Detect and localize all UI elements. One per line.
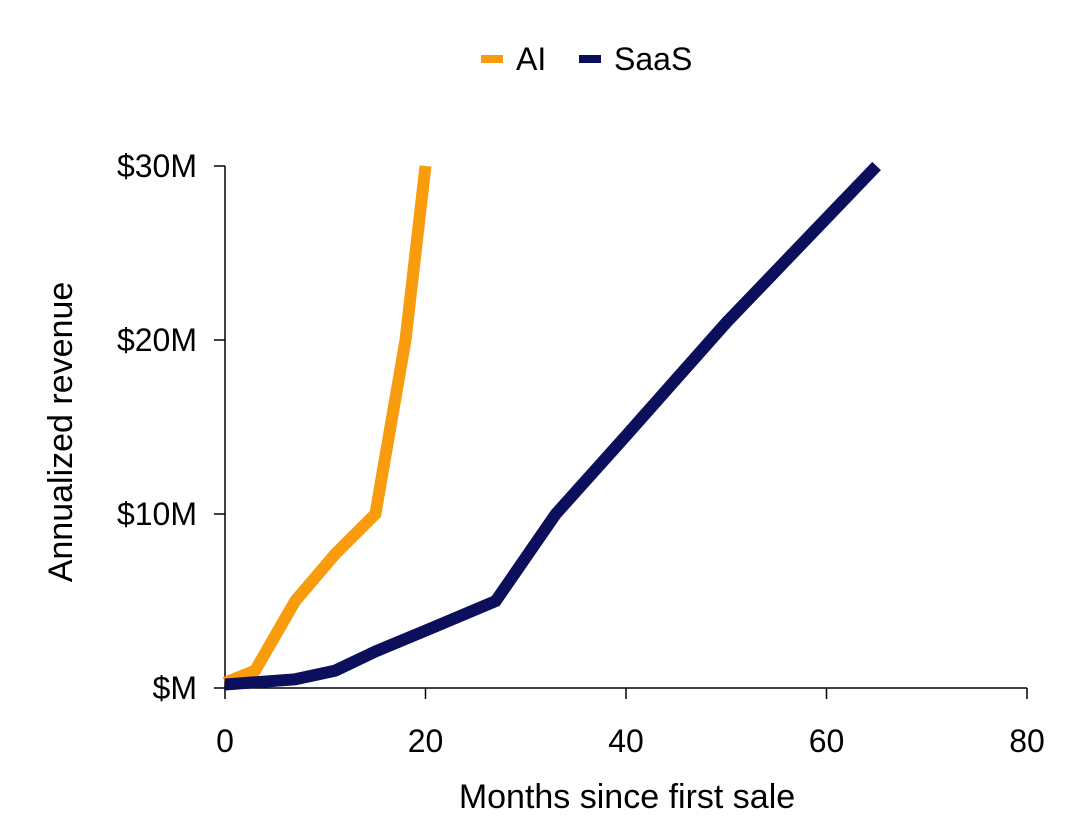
y-tick-label: $20M (117, 322, 197, 358)
x-tick-label: 60 (809, 723, 845, 759)
x-tick-label: 80 (1009, 723, 1045, 759)
legend-swatch-ai (481, 55, 503, 63)
series-line-ai (222, 165, 432, 689)
x-tick-label: 0 (216, 723, 234, 759)
x-tick-label: 40 (608, 723, 644, 759)
legend-label-ai: AI (516, 41, 546, 77)
legend: AI SaaS (481, 41, 692, 77)
y-tick-label: $10M (117, 496, 197, 532)
series-line-saas (224, 161, 881, 691)
axes: 0 20 40 60 80 $M $10M $20M $30M (117, 148, 1045, 759)
y-tick-label: $30M (117, 148, 197, 184)
y-axis-title: Annualized revenue (42, 282, 80, 583)
x-tick-label: 20 (408, 723, 444, 759)
y-tick-label: $M (153, 670, 197, 706)
x-axis-title: Months since first sale (459, 778, 795, 816)
legend-swatch-saas (579, 55, 601, 63)
legend-label-saas: SaaS (614, 41, 692, 77)
series-group (222, 161, 881, 691)
